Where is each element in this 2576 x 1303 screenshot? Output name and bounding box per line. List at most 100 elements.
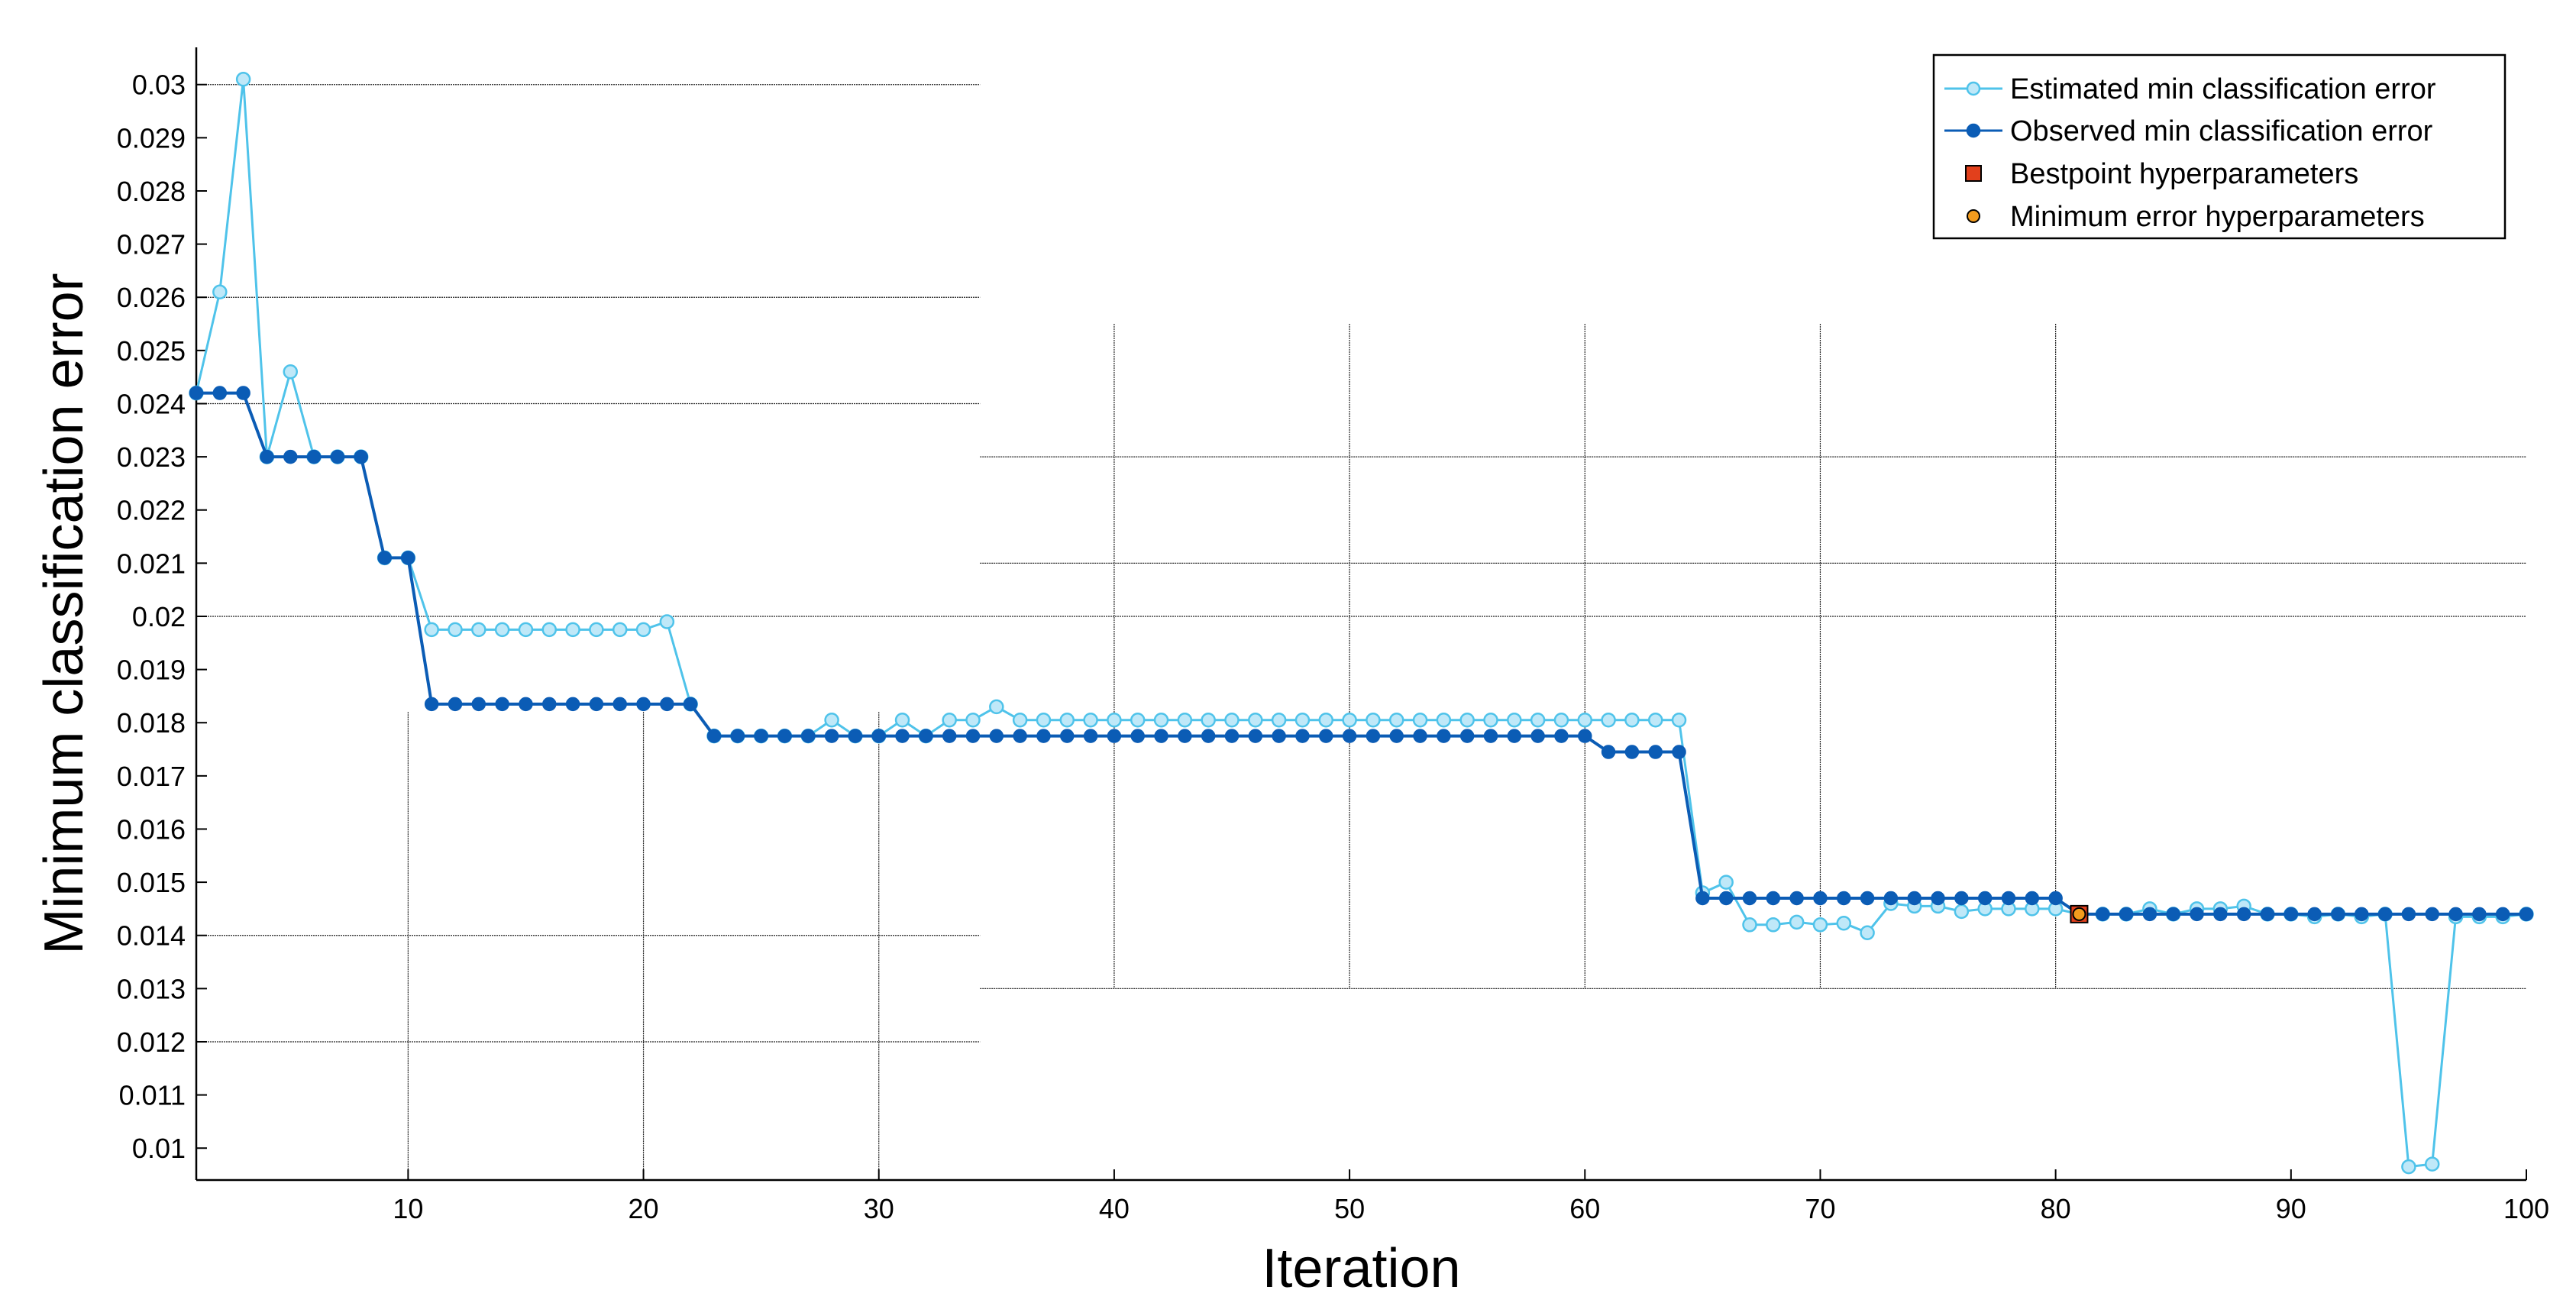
data-point xyxy=(1294,712,1311,728)
data-point xyxy=(777,729,792,743)
data-point xyxy=(354,449,368,464)
data-point xyxy=(1577,712,1593,728)
data-point xyxy=(1224,712,1240,728)
data-point xyxy=(189,386,204,400)
data-point xyxy=(824,712,839,728)
data-point xyxy=(1553,712,1569,728)
data-point xyxy=(1248,712,1263,728)
data-point xyxy=(1648,745,1663,759)
data-point xyxy=(1766,891,1781,906)
data-point xyxy=(706,729,722,743)
data-point xyxy=(660,697,674,712)
data-point xyxy=(1836,915,1852,931)
data-point xyxy=(1507,729,1522,743)
legend: Estimated min classification error Obser… xyxy=(1932,53,2507,240)
data-point xyxy=(448,697,463,712)
legend-label-observed: Observed min classification error xyxy=(2010,115,2433,147)
data-point xyxy=(2213,907,2228,922)
legend-marker-min-error xyxy=(1967,209,1980,223)
series-line xyxy=(195,79,2527,1169)
data-point xyxy=(1860,891,1875,906)
data-point xyxy=(1342,729,1357,743)
data-point xyxy=(1766,917,1781,933)
data-point xyxy=(1036,712,1052,728)
axes: 0.01 0.011 0.012 0.013 0.014 0.015 0.016 0.017 0… xyxy=(117,47,2549,1224)
data-point xyxy=(1388,712,1404,728)
data-point xyxy=(377,551,392,565)
data-point xyxy=(2355,907,2369,922)
data-point xyxy=(2307,907,2322,922)
data-point xyxy=(565,697,580,712)
data-point xyxy=(1201,712,1216,728)
data-point xyxy=(965,729,981,743)
y-tick-label: 0.028 xyxy=(117,176,186,207)
data-point xyxy=(1459,729,1475,743)
data-point xyxy=(1601,712,1616,728)
data-point xyxy=(659,614,675,629)
data-point xyxy=(1624,712,1640,728)
highlight-markers xyxy=(2070,904,2089,923)
y-tick-label: 0.02 xyxy=(132,601,186,632)
data-point xyxy=(1036,729,1051,743)
data-point xyxy=(1789,914,1805,930)
data-point xyxy=(1059,712,1075,728)
x-tick-label: 10 xyxy=(393,1193,423,1224)
data-point xyxy=(1647,712,1663,728)
data-point xyxy=(1601,745,1616,759)
gridlines xyxy=(196,84,2526,1180)
data-point xyxy=(1931,891,1945,906)
y-tick-label: 0.012 xyxy=(117,1027,186,1058)
data-point xyxy=(1907,891,1921,906)
data-point xyxy=(401,551,415,565)
x-tick-label: 60 xyxy=(1569,1193,1600,1224)
data-point xyxy=(518,622,534,638)
legend-label-bestpoint: Bestpoint hyperparameters xyxy=(2010,158,2358,190)
data-point xyxy=(1483,712,1498,728)
x-axis-title: Iteration xyxy=(1262,1238,1460,1299)
data-point xyxy=(1883,891,1899,906)
y-tick-label: 0.024 xyxy=(117,388,186,419)
legend-box xyxy=(1932,53,2507,240)
data-point xyxy=(306,449,322,464)
data-point xyxy=(1107,729,1122,743)
data-point xyxy=(1624,745,1640,759)
data-point xyxy=(1554,729,1569,743)
data-point xyxy=(942,729,957,743)
series-layer xyxy=(189,72,2534,1175)
data-point xyxy=(2401,907,2416,922)
data-point xyxy=(1389,729,1404,743)
y-tick-label: 0.023 xyxy=(117,441,186,473)
y-tick-label: 0.019 xyxy=(117,655,186,686)
x-tick-label: 30 xyxy=(864,1193,894,1224)
data-point xyxy=(1813,891,1828,906)
data-point xyxy=(1695,891,1710,906)
data-point xyxy=(2142,907,2157,922)
data-point xyxy=(1366,729,1381,743)
data-point xyxy=(635,622,651,638)
data-point xyxy=(871,729,886,743)
data-point xyxy=(1177,712,1193,728)
data-point xyxy=(895,729,910,743)
data-point xyxy=(1224,729,1240,743)
data-point xyxy=(919,729,933,743)
data-point xyxy=(494,622,510,638)
data-point xyxy=(2401,1159,2416,1175)
legend-label-estimated: Estimated min classification error xyxy=(2010,73,2436,105)
data-point xyxy=(612,697,627,712)
data-point xyxy=(1012,712,1028,728)
data-point xyxy=(1083,712,1098,728)
data-point xyxy=(2048,891,2063,906)
data-point xyxy=(542,697,557,712)
series-line xyxy=(196,391,2526,916)
data-point xyxy=(1153,712,1169,728)
data-point xyxy=(730,729,745,743)
data-point xyxy=(989,699,1004,715)
data-point xyxy=(2236,907,2251,922)
y-tick-label: 0.015 xyxy=(117,867,186,898)
data-point xyxy=(283,364,299,380)
y-tick-label: 0.01 xyxy=(132,1133,186,1164)
data-point xyxy=(541,622,558,638)
data-point xyxy=(1507,712,1522,728)
data-point xyxy=(1413,729,1427,743)
